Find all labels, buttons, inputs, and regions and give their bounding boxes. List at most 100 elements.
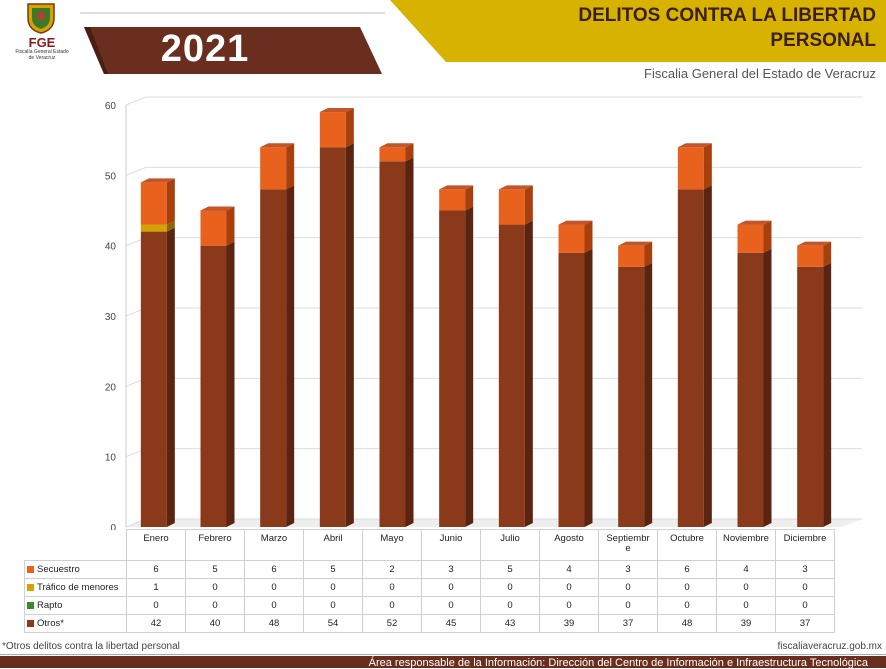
bar-top xyxy=(797,241,832,246)
bar-segment xyxy=(498,224,525,528)
bar-segment xyxy=(319,147,346,527)
bar-segment xyxy=(797,245,824,267)
header-bands xyxy=(80,0,886,74)
legend-swatch xyxy=(27,565,34,573)
bar-side xyxy=(465,185,474,211)
bar-top xyxy=(260,143,295,148)
responsible-area: Área responsable de la Información: Dire… xyxy=(368,657,868,669)
data-label: 5 xyxy=(303,560,363,579)
bar-top xyxy=(677,143,712,148)
bar-side xyxy=(524,185,533,225)
data-label: 0 xyxy=(775,578,835,597)
legend-entry: Secuestro xyxy=(24,560,127,579)
data-label: 52 xyxy=(362,614,422,633)
data-label: 0 xyxy=(539,596,599,615)
x-tick-label: Septiembr e xyxy=(598,529,658,561)
data-label: 0 xyxy=(244,578,304,597)
y-tick-label: 30 xyxy=(105,312,117,323)
bar-segment xyxy=(379,161,406,527)
data-label: 3 xyxy=(775,560,835,579)
data-label: 48 xyxy=(244,614,304,633)
data-label: 6 xyxy=(244,560,304,579)
bar-side xyxy=(763,220,772,253)
data-label: 0 xyxy=(716,578,776,597)
data-label: 3 xyxy=(598,560,658,579)
gridline-side xyxy=(125,166,147,176)
data-label: 0 xyxy=(775,596,835,615)
legend-label: Secuestro xyxy=(37,564,80,575)
data-label: 0 xyxy=(421,596,481,615)
data-label: 0 xyxy=(657,596,717,615)
legend-entry: Otros* xyxy=(24,614,127,633)
coat-of-arms-icon xyxy=(27,3,55,34)
page-title: DELITOS CONTRA LA LIBERTAD PERSONAL xyxy=(516,3,876,53)
bar-side xyxy=(166,227,175,527)
fge-logo: FGE Fiscalía General Estado de Veracruz xyxy=(14,2,70,64)
bar-side xyxy=(166,220,175,232)
bar-segment xyxy=(260,147,287,190)
data-label: 0 xyxy=(480,596,540,615)
bar-segment xyxy=(439,210,466,527)
bar-top xyxy=(498,185,533,190)
x-tick-label: Junio xyxy=(421,529,481,561)
stacked-bar-chart: 0 10 20 30 40 50 60 xyxy=(105,96,862,530)
data-label: 48 xyxy=(657,614,717,633)
bar-side xyxy=(405,143,414,162)
title-line-1: DELITOS CONTRA LA LIBERTAD xyxy=(578,5,876,26)
y-tick-label: 10 xyxy=(105,453,117,464)
bar-segment xyxy=(200,245,227,527)
y-tick-label: 50 xyxy=(105,171,117,182)
bar-top xyxy=(200,206,235,211)
legend-label: Otros* xyxy=(37,618,64,629)
data-label: 0 xyxy=(480,578,540,597)
bar-top xyxy=(439,185,474,190)
x-tick-label: Diciembre xyxy=(775,529,835,561)
data-label: 0 xyxy=(303,596,363,615)
bar-segment xyxy=(140,182,167,225)
bar-top xyxy=(379,143,414,148)
bar-side xyxy=(823,262,832,527)
bar-segment xyxy=(379,147,406,162)
bar-segment xyxy=(260,189,287,527)
bar-side xyxy=(584,220,593,253)
x-tick-label: Abril xyxy=(303,529,363,561)
data-label: 0 xyxy=(362,578,422,597)
x-tick-label: Agosto xyxy=(539,529,599,561)
y-tick-label: 0 xyxy=(110,523,116,530)
bar-segment xyxy=(439,189,466,211)
table-row-otros: Otros* 42 40 48 54 52 45 43 39 37 48 39 37 xyxy=(24,614,835,633)
table-corner xyxy=(24,529,127,561)
year-band xyxy=(84,27,382,74)
y-tick-label: 20 xyxy=(105,382,117,393)
bar-segment xyxy=(558,252,585,527)
legend-label: Tráfico de menores xyxy=(37,582,119,593)
data-label: 37 xyxy=(775,614,835,633)
x-tick-label: Enero xyxy=(126,529,186,561)
table-row-rapto: Rapto 0 0 0 0 0 0 0 0 0 0 0 0 xyxy=(24,596,835,615)
bar-side xyxy=(286,185,295,527)
table-row-secuestro: Secuestro 6 5 6 5 2 3 5 4 3 6 4 3 xyxy=(24,560,835,579)
bar-side xyxy=(226,206,235,246)
bar-side xyxy=(703,185,712,527)
bar-side xyxy=(345,108,354,148)
data-label: 0 xyxy=(126,596,186,615)
data-label: 5 xyxy=(185,560,245,579)
data-label: 54 xyxy=(303,614,363,633)
data-label: 0 xyxy=(598,578,658,597)
bar-side xyxy=(465,206,474,527)
x-tick-label: Marzo xyxy=(244,529,304,561)
bar-side xyxy=(584,248,593,527)
bar-top xyxy=(618,241,653,246)
bar-side xyxy=(823,241,832,267)
data-label: 6 xyxy=(126,560,186,579)
bar-side xyxy=(166,178,175,225)
website-link[interactable]: fiscaliaveracruz.gob.mx xyxy=(777,641,882,652)
bar-segment xyxy=(140,224,167,232)
bar-side xyxy=(286,143,295,190)
bar-segment xyxy=(797,266,824,527)
x-tick-label: Julio xyxy=(480,529,540,561)
bar-segment xyxy=(558,224,585,253)
title-line-2: PERSONAL xyxy=(770,30,876,51)
data-label: 4 xyxy=(716,560,776,579)
bar-side xyxy=(644,262,653,527)
